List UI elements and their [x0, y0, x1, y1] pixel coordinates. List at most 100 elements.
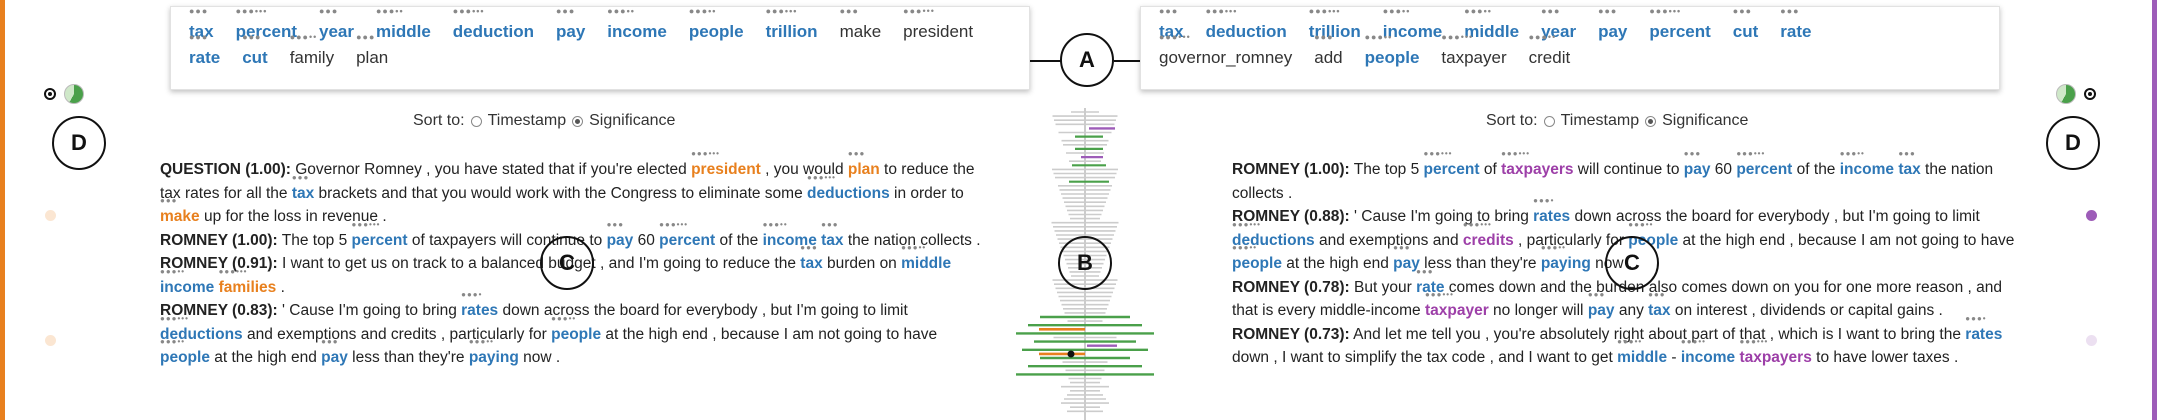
keyword-text[interactable]: trillion — [1308, 22, 1361, 41]
keyword-item[interactable]: ●●● cut — [242, 32, 268, 71]
right-marker-dot[interactable] — [2086, 335, 2097, 346]
keyword-text[interactable]: plan — [356, 48, 389, 67]
keyword-item[interactable]: ●●●•• family — [289, 32, 335, 71]
keyword-item[interactable]: ●●●•• middle — [1464, 6, 1520, 45]
keyword-item[interactable]: ●●● year — [1541, 6, 1576, 45]
keyword-text[interactable]: cut — [1732, 22, 1759, 41]
keyword-text[interactable]: taxpayer — [1441, 48, 1507, 67]
keyword-text[interactable]: pay — [556, 22, 586, 41]
highlighted-keyword[interactable]: ●●●••• credits — [1463, 220, 1514, 249]
keyword-text[interactable]: family — [289, 48, 335, 67]
keyword-item[interactable]: ●●●•• credit — [1528, 32, 1571, 71]
left-view-toggle[interactable] — [44, 84, 84, 104]
keyword-text[interactable]: credit — [1528, 48, 1571, 67]
highlighted-keyword[interactable]: ●●●•• people — [160, 337, 210, 366]
highlighted-keyword[interactable]: ●●● tax — [1648, 290, 1670, 319]
highlighted-keyword[interactable]: ●●● tax — [292, 173, 314, 202]
highlighted-keyword[interactable]: ●●●••• president — [691, 149, 761, 178]
highlighted-keyword[interactable]: ●●●••• deductions — [160, 314, 243, 343]
keyword-text[interactable]: percent — [1649, 22, 1711, 41]
transcript-entry[interactable]: ROMNEY (0.83): ' Cause I'm going to brin… — [160, 290, 990, 370]
highlighted-keyword[interactable]: ●●● rate — [1416, 267, 1444, 296]
highlighted-keyword[interactable]: ●●● pay — [321, 337, 348, 366]
timestamp-option-label[interactable]: Timestamp — [487, 112, 567, 129]
highlighted-keyword[interactable]: ●●●•• income — [1840, 149, 1894, 178]
keyword-item[interactable]: ●●● pay — [1598, 6, 1628, 45]
right-marker-dot[interactable] — [2086, 210, 2097, 221]
highlighted-keyword[interactable]: ●●●•• income — [160, 267, 214, 296]
highlighted-keyword[interactable]: ●●●••• percent — [352, 220, 408, 249]
keyword-item[interactable]: ●●●•• income — [607, 6, 667, 45]
keyword-text[interactable]: rate — [189, 48, 221, 67]
keyword-text[interactable]: cut — [242, 48, 268, 67]
highlighted-keyword[interactable]: ●●●••• percent — [1424, 149, 1480, 178]
highlighted-keyword[interactable]: ●●●•• paying — [1541, 243, 1591, 272]
highlighted-keyword[interactable]: ●●● pay — [1393, 243, 1420, 272]
keyword-item[interactable]: ●●● make — [839, 6, 882, 45]
keyword-text[interactable]: governor_romney — [1159, 48, 1293, 67]
transcript-entry[interactable]: ROMNEY (0.88): ' Cause I'm going to brin… — [1232, 196, 2022, 276]
transcript-entry[interactable]: ROMNEY (0.73): And let me tell you , you… — [1232, 314, 2022, 370]
keyword-item[interactable]: ●●● tax — [1159, 6, 1184, 45]
highlighted-keyword[interactable]: ●●●•• people — [551, 314, 601, 343]
highlighted-keyword[interactable]: ●●● tax — [821, 220, 843, 249]
highlighted-keyword[interactable]: ●●●••• percent — [659, 220, 715, 249]
highlighted-keyword[interactable]: ●●●•• people — [1232, 243, 1282, 272]
keyword-text[interactable]: deduction — [1205, 22, 1287, 41]
transcript-entry[interactable]: ROMNEY (0.78): But your ●●● rate comes do… — [1232, 267, 2022, 323]
highlighted-keyword[interactable]: ●●● pay — [1588, 290, 1615, 319]
timestamp-radio[interactable] — [470, 115, 482, 127]
keyword-item[interactable]: ●●●••• deduction — [452, 6, 534, 45]
timeline-position-marker[interactable] — [1067, 350, 1075, 358]
right-view-toggle[interactable] — [2056, 84, 2096, 104]
keyword-item[interactable]: ●●●••• trillion — [765, 6, 818, 45]
keyword-text[interactable]: income — [607, 22, 667, 41]
keyword-item[interactable]: ●●● rate — [1780, 6, 1811, 45]
keyword-item[interactable]: ●●● plan — [356, 32, 389, 71]
highlighted-keyword[interactable]: ●●●• rates — [461, 290, 498, 319]
keyword-item[interactable]: ●●●••• percent — [1649, 6, 1711, 45]
transcript-entry[interactable]: ROMNEY (1.00): The top 5 ●●●••• percent o… — [1232, 149, 2022, 205]
keyword-text[interactable]: add — [1314, 48, 1343, 67]
keyword-item[interactable]: ●●●•• income — [1382, 6, 1443, 45]
keyword-item[interactable]: ●●● add — [1314, 32, 1343, 71]
keyword-item[interactable]: ●●● rate — [189, 32, 221, 71]
timestamp-radio[interactable] — [1543, 115, 1555, 127]
keyword-item[interactable]: ●●● pay — [556, 6, 586, 45]
highlighted-keyword[interactable]: ●●● pay — [1684, 149, 1711, 178]
highlighted-keyword[interactable]: ●●● make — [160, 196, 200, 225]
keyword-item[interactable]: ●●●••• deduction — [1205, 6, 1287, 45]
keyword-text[interactable]: trillion — [765, 22, 818, 41]
highlighted-keyword[interactable]: ●●●••• taxpayers — [1739, 337, 1811, 366]
highlighted-keyword[interactable]: ●●● plan — [848, 149, 880, 178]
keyword-item[interactable]: ●●● cut — [1732, 6, 1759, 45]
keyword-text[interactable]: president — [903, 22, 974, 41]
keyword-text[interactable]: middle — [1464, 22, 1520, 41]
keyword-text[interactable]: pay — [1598, 22, 1628, 41]
keyword-item[interactable]: ●●●•• middle — [375, 6, 431, 45]
highlighted-keyword[interactable]: ●●●••• taxpayers — [1501, 149, 1573, 178]
keyword-text[interactable]: people — [688, 22, 744, 41]
keyword-item[interactable]: ●●●••• percent — [236, 6, 297, 45]
keyword-text[interactable]: deduction — [452, 22, 534, 41]
significance-radio[interactable] — [572, 115, 584, 127]
keyword-text[interactable]: make — [839, 22, 882, 41]
highlighted-keyword[interactable]: ●●●•• income — [763, 220, 817, 249]
highlighted-keyword[interactable]: ●●●••• taxpayer — [1425, 290, 1489, 319]
pie-chart-icon[interactable] — [64, 84, 84, 104]
highlighted-keyword[interactable]: ●●●•• income — [1681, 337, 1735, 366]
keyword-text[interactable]: income — [1382, 22, 1443, 41]
keyword-text[interactable]: middle — [375, 22, 431, 41]
keyword-item[interactable]: ●●●••• president — [903, 6, 974, 45]
highlighted-keyword[interactable]: ●●● pay — [607, 220, 634, 249]
transcript-entry[interactable]: ROMNEY (0.91): I want to get us on track… — [160, 243, 990, 299]
highlighted-keyword[interactable]: ●●●••• deductions — [1232, 220, 1315, 249]
highlighted-keyword[interactable]: ●●●•• middle — [901, 243, 951, 272]
significance-radio[interactable] — [1645, 115, 1657, 127]
keyword-text[interactable]: people — [1364, 48, 1420, 67]
keyword-item[interactable]: ●●●••• trillion — [1308, 6, 1361, 45]
keyword-item[interactable]: ●●●••• governor_romney — [1159, 32, 1293, 71]
left-marker-dot[interactable] — [45, 210, 56, 221]
transcript-entry[interactable]: QUESTION (1.00): Governor Romney , you h… — [160, 149, 990, 229]
keyword-text[interactable]: year — [319, 22, 354, 41]
